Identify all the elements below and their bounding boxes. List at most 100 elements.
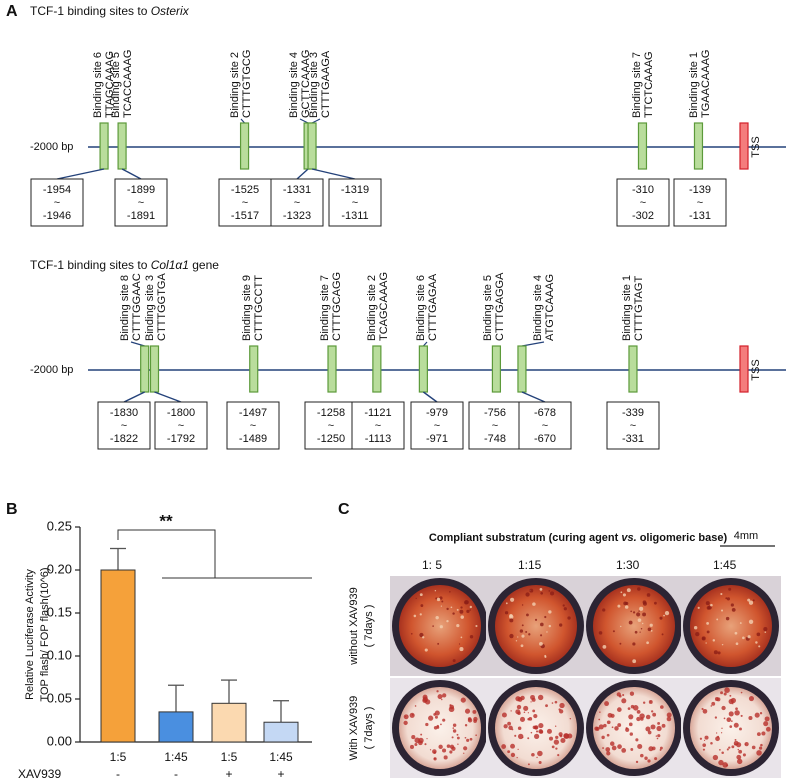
stain-dot	[725, 616, 730, 621]
binding-site	[628, 345, 638, 393]
dish-well	[690, 687, 772, 769]
stain-dot	[463, 752, 465, 754]
stain-dot	[527, 737, 530, 740]
title-text: Compliant substratum (curing agent	[429, 532, 622, 544]
position-to: -1489	[239, 433, 267, 445]
stain-dot	[702, 743, 707, 747]
stain-dot	[403, 714, 409, 720]
site-seq: CTTTGGAAC	[131, 273, 143, 341]
stain-dot	[559, 734, 563, 738]
stain-dot	[737, 748, 739, 751]
stain-dot	[647, 730, 652, 735]
stain-dot	[602, 747, 605, 749]
stain-dot	[616, 707, 622, 712]
stain-dot	[759, 712, 763, 715]
stain-dot	[742, 636, 745, 640]
stain-dot	[403, 720, 408, 726]
stain-dot	[420, 733, 423, 736]
stain-dot	[642, 701, 646, 704]
stain-dot	[559, 702, 565, 709]
row-days: ( 7days )	[363, 707, 375, 750]
stain-dot	[521, 634, 525, 638]
stain-dot	[508, 725, 513, 731]
stain-dot	[636, 716, 641, 722]
title-text: TCF-1 binding sites to	[30, 4, 151, 18]
stain-dot	[413, 614, 417, 618]
stain-dot	[659, 616, 663, 620]
binding-site	[239, 122, 250, 170]
stain-dot	[553, 739, 560, 745]
stain-dot	[559, 623, 563, 627]
stain-dot	[636, 710, 641, 714]
site-seq: CTTTGCAGG	[331, 272, 343, 341]
stain-dot	[758, 645, 761, 648]
stain-dot	[723, 692, 727, 696]
stain-dot	[751, 745, 756, 750]
stain-dot	[414, 743, 418, 747]
stain-dot	[475, 624, 478, 628]
stain-dot	[434, 590, 437, 592]
stain-dot	[433, 725, 438, 730]
stain-dot	[742, 753, 746, 757]
stain-dot	[601, 735, 605, 740]
position-tilde: ~	[630, 420, 636, 432]
stain-dot	[440, 723, 442, 726]
stain-dot	[534, 733, 540, 740]
stain-dot	[546, 728, 552, 734]
stain-dot	[702, 748, 706, 751]
stain-dot	[436, 726, 440, 729]
position-tilde: ~	[242, 197, 248, 209]
stain-dot	[534, 725, 538, 730]
stain-dot	[531, 752, 535, 757]
stain-dot	[458, 643, 461, 645]
stain-dot	[434, 715, 438, 719]
site-name: Binding site 8	[119, 275, 131, 341]
stain-dot	[756, 732, 761, 737]
position-box	[218, 178, 272, 227]
stain-dot	[567, 616, 571, 620]
title-italic: vs.	[621, 532, 636, 544]
stain-dot	[693, 626, 698, 630]
stain-dot	[510, 752, 516, 758]
stain-dot	[410, 632, 413, 635]
box-connector	[154, 391, 182, 403]
stain-dot	[567, 733, 573, 739]
stain-dot	[606, 733, 610, 737]
stain-dot	[459, 609, 464, 614]
position-to: -1891	[127, 210, 155, 222]
stain-dot	[632, 705, 639, 711]
site-seq: CTTTGAGGA	[494, 272, 506, 341]
tss-label: TSS	[750, 359, 762, 380]
stain-dot	[728, 746, 731, 749]
stain-dot	[520, 644, 524, 648]
stain-dot	[466, 609, 470, 613]
stain-dot	[629, 732, 633, 736]
stain-dot	[433, 757, 436, 760]
stain-dot	[441, 600, 444, 603]
stain-dot	[516, 757, 518, 759]
stain-dot	[459, 647, 464, 652]
stain-dot	[697, 606, 700, 609]
label-connector	[299, 118, 309, 124]
stain-dot	[429, 749, 432, 751]
stain-dot	[532, 602, 536, 606]
dish-well	[399, 687, 481, 769]
gene-name: Col1α1	[151, 258, 189, 272]
stain-dot	[710, 705, 713, 707]
column-label: 1:30	[616, 558, 640, 572]
y-tick-label: 0.20	[47, 561, 72, 576]
stain-dot	[457, 743, 459, 745]
stain-dot	[538, 761, 542, 765]
stain-dot	[659, 746, 663, 750]
stain-dot	[699, 737, 703, 740]
stain-dot	[717, 735, 720, 738]
scale-label: 4mm	[734, 530, 758, 542]
stain-dot	[472, 709, 477, 714]
stain-dot	[535, 730, 539, 733]
column-label: 1:15	[518, 558, 542, 572]
position-tilde: ~	[492, 420, 498, 432]
stain-dot	[723, 717, 726, 720]
stain-dot	[625, 727, 628, 730]
site-seq: TCAGCAAAG	[378, 272, 390, 341]
bar	[263, 721, 299, 743]
